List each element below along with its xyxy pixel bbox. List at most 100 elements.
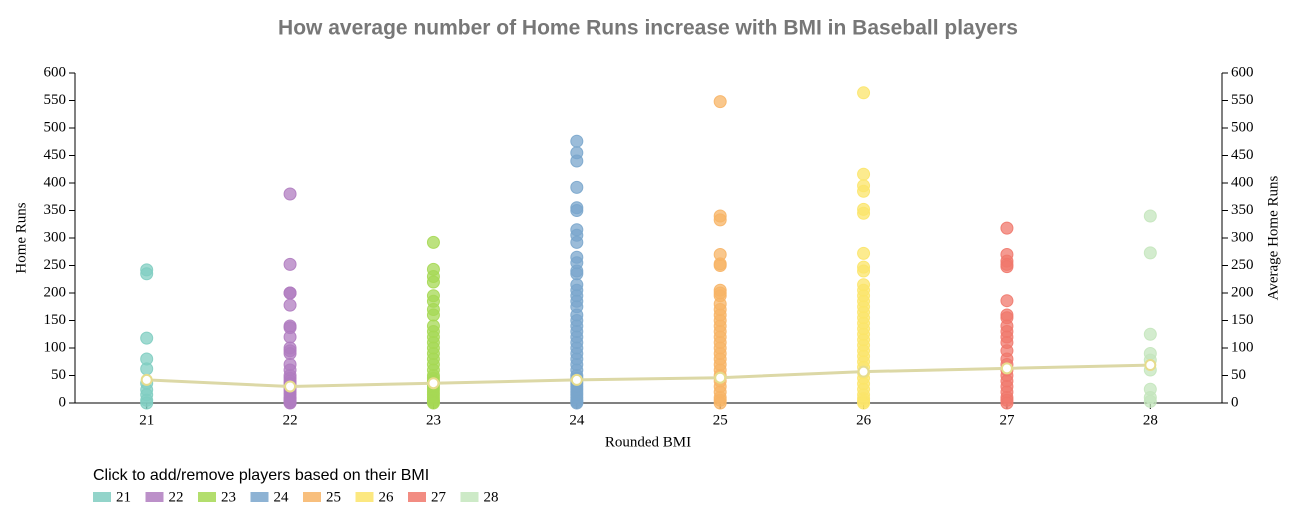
average-point <box>1144 359 1157 372</box>
data-point <box>283 396 297 410</box>
average-line <box>146 363 1151 389</box>
legend-label[interactable]: 21 <box>116 489 131 505</box>
y2-axis-label: Average Home Runs <box>1265 175 1281 300</box>
y-tick-label: 50 <box>51 367 66 383</box>
legend-swatch[interactable] <box>408 492 426 502</box>
data-point <box>857 264 871 278</box>
legend-swatch[interactable] <box>355 492 374 502</box>
y-tick-label: 250 <box>44 257 67 273</box>
y2-tick-label: 550 <box>1231 92 1254 108</box>
data-point <box>283 187 297 201</box>
y-tick-label: 450 <box>44 147 67 163</box>
data-point <box>570 267 584 281</box>
y-tick-label: 150 <box>44 312 67 328</box>
data-point <box>1143 394 1157 408</box>
y2-tick-label: 0 <box>1231 394 1239 410</box>
y2-tick-label: 600 <box>1231 64 1254 80</box>
data-point <box>857 246 871 260</box>
legend-label[interactable]: 27 <box>431 489 447 505</box>
x-axis-label: Rounded BMI <box>605 434 691 450</box>
y-axis-label: Home Runs <box>13 202 29 273</box>
y2-tick-label: 100 <box>1231 339 1254 355</box>
y2-tick-label: 50 <box>1231 367 1246 383</box>
y2-tick-label: 250 <box>1231 257 1254 273</box>
data-point <box>570 204 584 217</box>
x-tick-label: 28 <box>1143 412 1158 428</box>
data-point <box>570 154 584 168</box>
data-point <box>857 167 871 181</box>
average-point <box>427 377 440 390</box>
y-tick-label: 100 <box>44 339 67 355</box>
x-tick-label: 25 <box>713 412 728 428</box>
legend-label[interactable]: 25 <box>326 489 341 505</box>
data-point <box>283 257 297 271</box>
data-point <box>1000 294 1014 308</box>
legend-swatch[interactable] <box>303 492 321 502</box>
legend-label[interactable]: 24 <box>274 489 290 505</box>
legend-label[interactable]: 22 <box>169 489 184 505</box>
legend-swatch[interactable] <box>460 492 479 502</box>
chart-title: How average number of Home Runs increase… <box>278 17 1018 40</box>
data-point <box>140 267 154 281</box>
y2-tick-label: 200 <box>1231 284 1254 300</box>
y2-tick-label: 150 <box>1231 312 1254 328</box>
data-point <box>1000 396 1014 410</box>
data-point <box>1000 260 1014 274</box>
legend-label[interactable]: 26 <box>379 489 395 505</box>
data-point <box>713 259 727 272</box>
data-point <box>426 275 440 289</box>
average-point <box>284 380 297 393</box>
data-point <box>713 95 727 109</box>
data-point <box>1143 209 1157 223</box>
x-tick-label: 23 <box>426 412 441 428</box>
average-point <box>140 373 153 386</box>
data-point <box>283 347 297 360</box>
y-tick-label: 500 <box>44 119 67 135</box>
y-tick-label: 400 <box>44 174 67 190</box>
y2-tick-label: 450 <box>1231 147 1254 163</box>
y-tick-label: 350 <box>44 202 67 218</box>
y2-tick-label: 300 <box>1231 229 1254 245</box>
legend-swatch[interactable] <box>145 492 164 502</box>
y-tick-label: 200 <box>44 284 67 300</box>
data-point <box>140 396 154 410</box>
data-point <box>713 396 727 410</box>
data-point <box>426 235 440 249</box>
x-tick-label: 27 <box>999 412 1015 428</box>
data-point <box>1000 221 1014 235</box>
average-point <box>1000 362 1013 375</box>
data-point <box>283 330 297 344</box>
x-tick-label: 21 <box>139 412 154 428</box>
legend-swatch[interactable] <box>93 492 111 502</box>
y-tick-label: 0 <box>59 394 67 410</box>
x-tick-label: 24 <box>569 412 585 428</box>
data-point <box>283 298 297 312</box>
legend-swatch[interactable] <box>250 492 269 502</box>
data-point <box>570 180 584 194</box>
data-point <box>713 213 727 227</box>
average-point <box>714 371 727 384</box>
x-tick-label: 26 <box>856 412 872 428</box>
data-point <box>1143 327 1157 341</box>
y2-tick-label: 350 <box>1231 202 1254 218</box>
average-point <box>570 373 583 386</box>
data-point <box>570 134 584 148</box>
data-point <box>857 184 871 198</box>
data-point <box>857 206 871 220</box>
y2-tick-label: 500 <box>1231 119 1254 135</box>
data-point <box>1143 246 1157 260</box>
legend-swatch[interactable] <box>198 492 216 502</box>
data-point <box>426 308 440 322</box>
legend-label[interactable]: 28 <box>484 489 499 505</box>
y2-tick-label: 400 <box>1231 174 1254 190</box>
data-point <box>570 235 584 249</box>
data-point <box>426 396 440 410</box>
data-point <box>140 362 154 376</box>
legend-label[interactable]: 23 <box>221 489 236 505</box>
x-tick-label: 22 <box>283 412 298 428</box>
data-point <box>283 286 297 300</box>
y-tick-label: 550 <box>44 92 67 108</box>
data-point <box>857 86 871 100</box>
y-tick-label: 300 <box>44 229 67 245</box>
